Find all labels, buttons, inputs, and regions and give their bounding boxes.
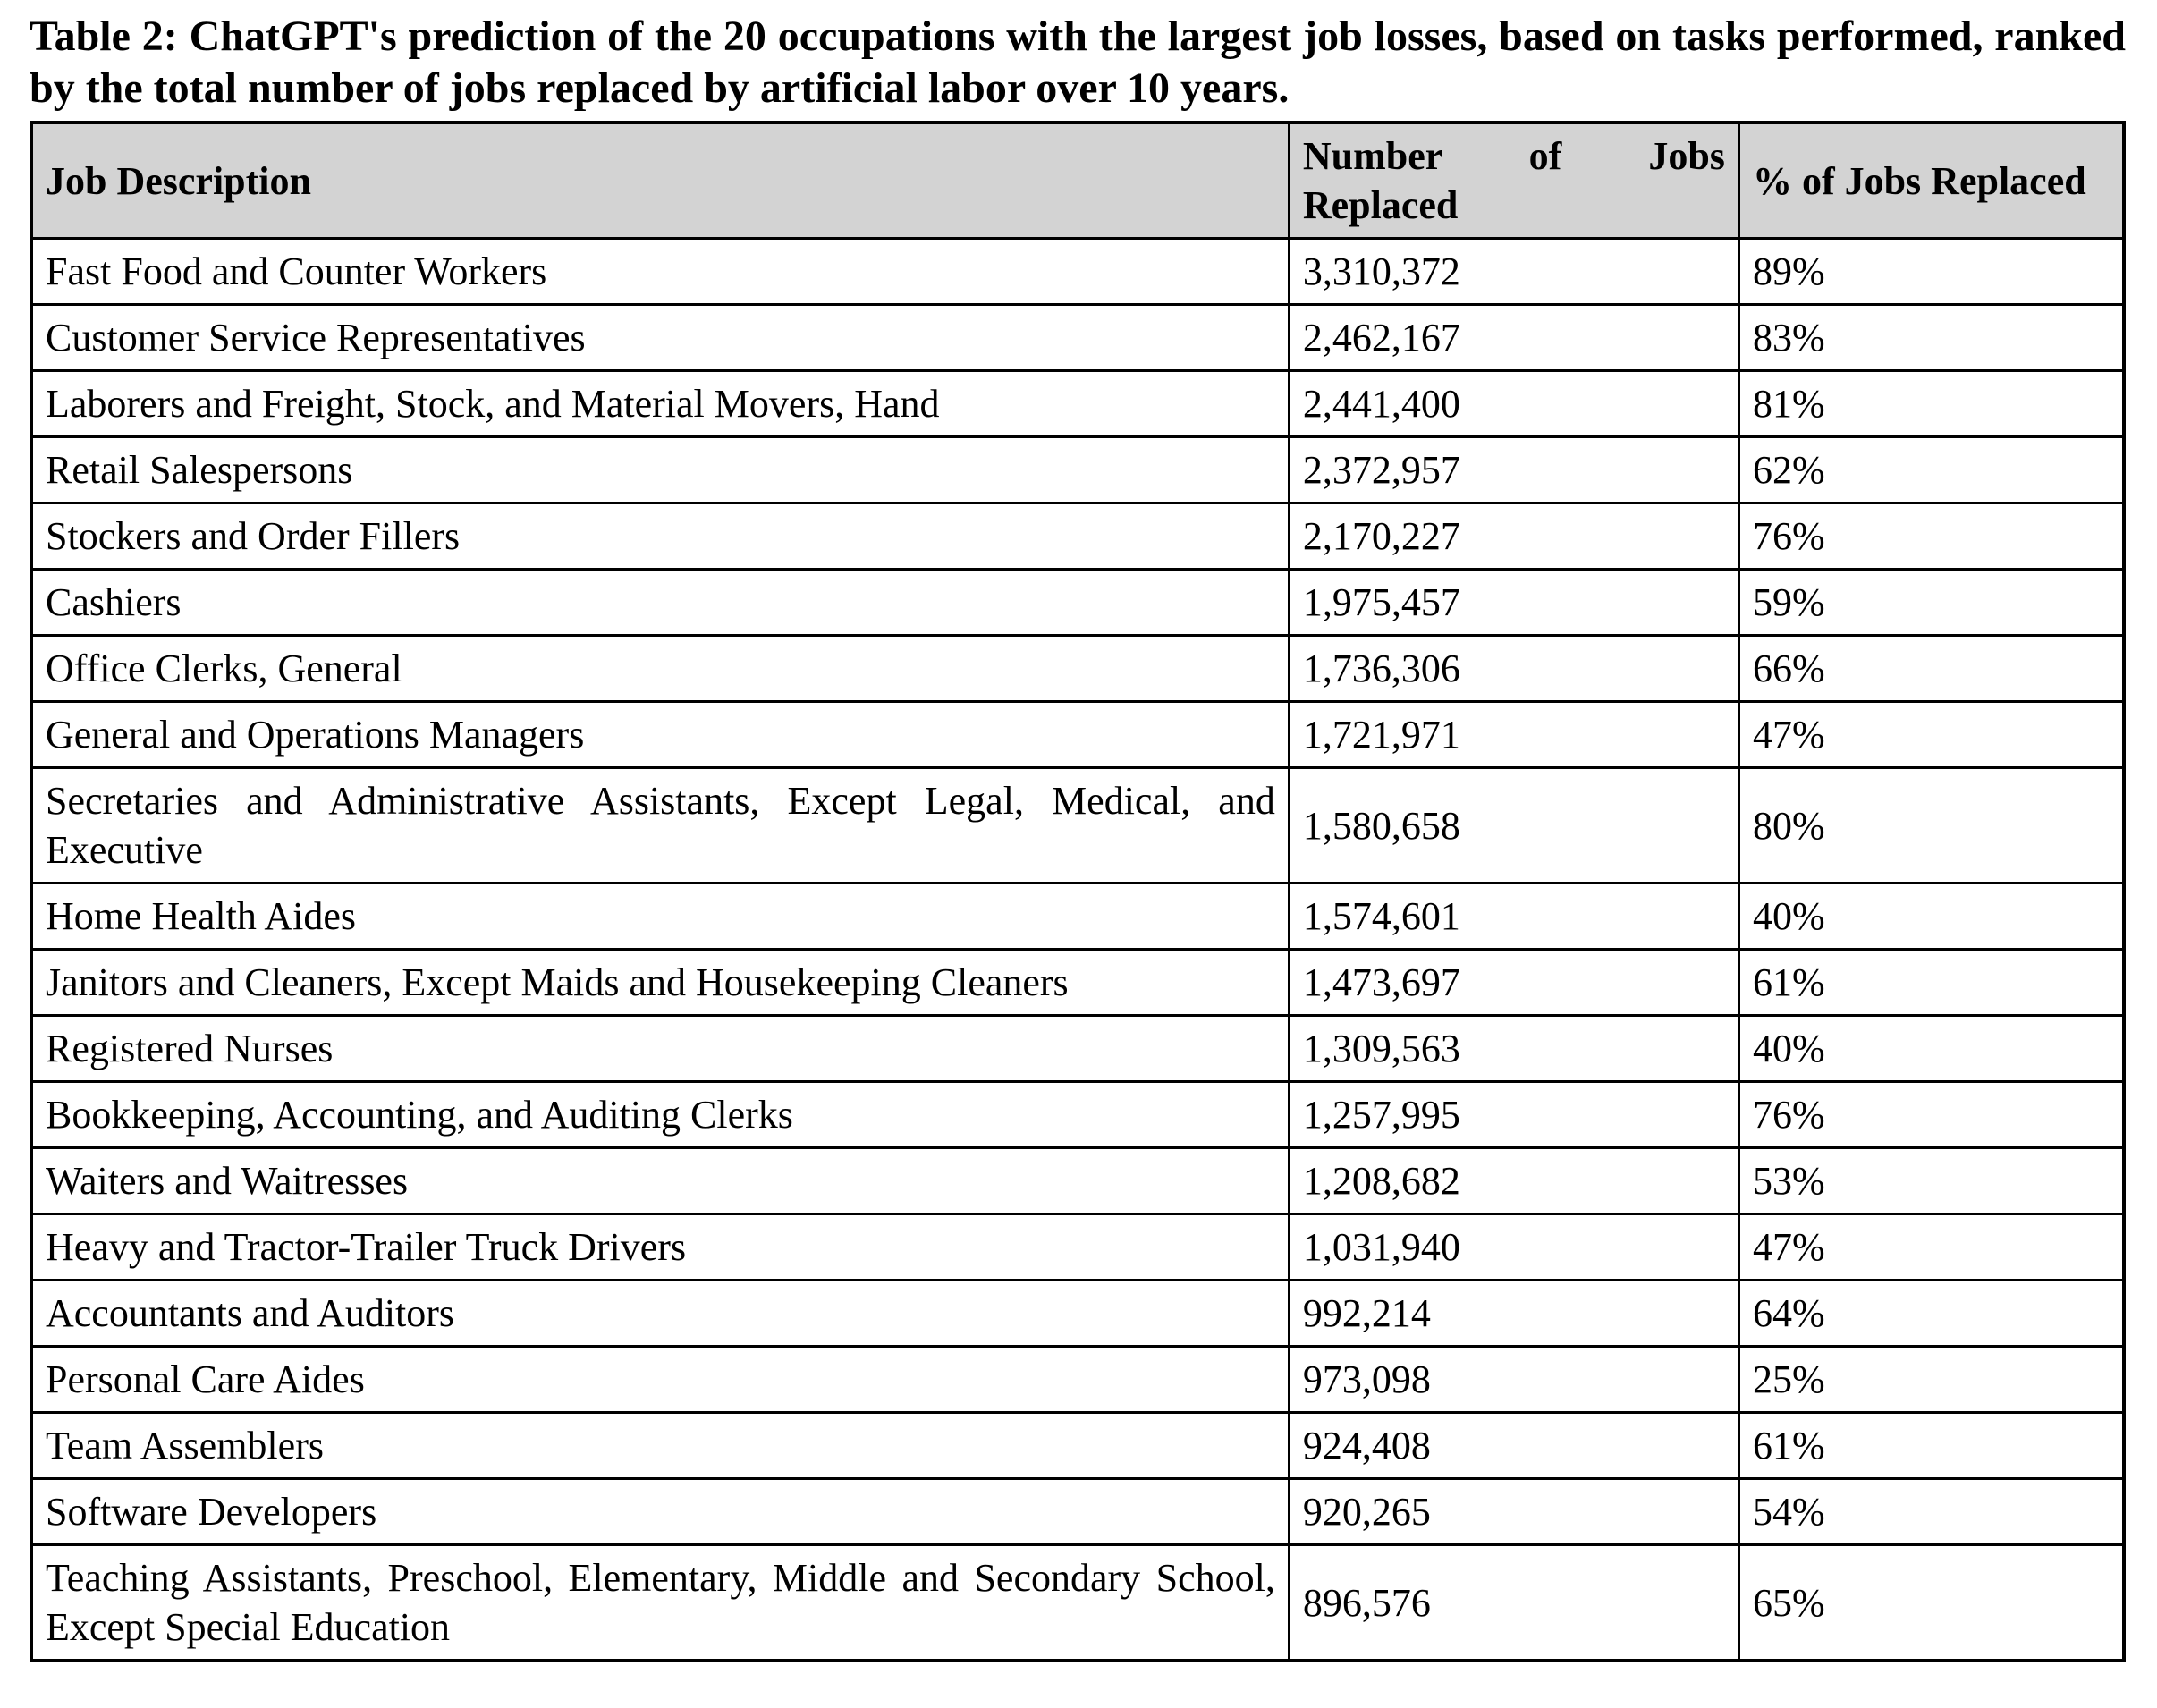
pct-replaced-cell: 40% — [1737, 882, 2126, 951]
pct-replaced-cell: 76% — [1737, 502, 2126, 571]
jobs-replaced-cell: 924,408 — [1287, 1411, 1740, 1481]
job-description-cell: Secretaries and Administrative Assistant… — [30, 766, 1290, 885]
pct-replaced-cell: 65% — [1737, 1543, 2126, 1662]
table-row: Retail Salespersons 2,372,957 62% — [30, 435, 2126, 505]
job-description-cell: General and Operations Managers — [30, 700, 1290, 770]
pct-replaced-cell: 61% — [1737, 1411, 2126, 1481]
pct-replaced-cell: 62% — [1737, 435, 2126, 505]
table-body: Fast Food and Counter Workers 3,310,372 … — [30, 237, 2126, 1662]
table-row: Personal Care Aides 973,098 25% — [30, 1345, 2126, 1415]
job-description-cell: Registered Nurses — [30, 1014, 1290, 1084]
job-description-cell: Personal Care Aides — [30, 1345, 1290, 1415]
header-number-of-jobs-replaced: Number of Jobs Replaced — [1287, 121, 1740, 241]
table-row: Teaching Assistants, Preschool, Elementa… — [30, 1543, 2126, 1662]
table-row: Office Clerks, General 1,736,306 66% — [30, 634, 2126, 704]
table-row: Stockers and Order Fillers 2,170,227 76% — [30, 502, 2126, 571]
job-description-cell: Office Clerks, General — [30, 634, 1290, 704]
table-header-row: Job Description Number of Jobs Replaced … — [30, 121, 2126, 241]
job-description-cell: Stockers and Order Fillers — [30, 502, 1290, 571]
table-row: Customer Service Representatives 2,462,1… — [30, 303, 2126, 373]
jobs-replaced-cell: 2,462,167 — [1287, 303, 1740, 373]
jobs-replaced-cell: 973,098 — [1287, 1345, 1740, 1415]
pct-replaced-cell: 59% — [1737, 568, 2126, 638]
job-description-cell: Accountants and Auditors — [30, 1279, 1290, 1349]
pct-replaced-cell: 81% — [1737, 369, 2126, 439]
pct-replaced-cell: 83% — [1737, 303, 2126, 373]
job-description-cell: Teaching Assistants, Preschool, Elementa… — [30, 1543, 1290, 1662]
pct-replaced-cell: 40% — [1737, 1014, 2126, 1084]
jobs-replaced-cell: 1,031,940 — [1287, 1213, 1740, 1282]
jobs-replaced-cell: 1,208,682 — [1287, 1146, 1740, 1216]
job-losses-table: Job Description Number of Jobs Replaced … — [30, 121, 2126, 1663]
table-row: Waiters and Waitresses 1,208,682 53% — [30, 1146, 2126, 1216]
pct-replaced-cell: 47% — [1737, 700, 2126, 770]
table-row: Registered Nurses 1,309,563 40% — [30, 1014, 2126, 1084]
jobs-replaced-cell: 1,580,658 — [1287, 766, 1740, 885]
pct-replaced-cell: 53% — [1737, 1146, 2126, 1216]
job-description-cell: Fast Food and Counter Workers — [30, 237, 1290, 307]
job-description-cell: Cashiers — [30, 568, 1290, 638]
table-row: Janitors and Cleaners, Except Maids and … — [30, 948, 2126, 1018]
table-row: Secretaries and Administrative Assistant… — [30, 766, 2126, 885]
job-description-cell: Heavy and Tractor-Trailer Truck Drivers — [30, 1213, 1290, 1282]
jobs-replaced-cell: 1,257,995 — [1287, 1080, 1740, 1150]
job-description-cell: Bookkeeping, Accounting, and Auditing Cl… — [30, 1080, 1290, 1150]
pct-replaced-cell: 47% — [1737, 1213, 2126, 1282]
table-row: Team Assemblers 924,408 61% — [30, 1411, 2126, 1481]
jobs-replaced-cell: 992,214 — [1287, 1279, 1740, 1349]
jobs-replaced-cell: 3,310,372 — [1287, 237, 1740, 307]
table-row: Cashiers 1,975,457 59% — [30, 568, 2126, 638]
table-row: General and Operations Managers 1,721,97… — [30, 700, 2126, 770]
jobs-replaced-cell: 2,441,400 — [1287, 369, 1740, 439]
pct-replaced-cell: 66% — [1737, 634, 2126, 704]
table-row: Software Developers 920,265 54% — [30, 1477, 2126, 1547]
jobs-replaced-cell: 1,473,697 — [1287, 948, 1740, 1018]
pct-replaced-cell: 80% — [1737, 766, 2126, 885]
document-page: Table 2: ChatGPT's prediction of the 20 … — [30, 11, 2126, 1663]
pct-replaced-cell: 64% — [1737, 1279, 2126, 1349]
table-row: Heavy and Tractor-Trailer Truck Drivers … — [30, 1213, 2126, 1282]
table-row: Accountants and Auditors 992,214 64% — [30, 1279, 2126, 1349]
jobs-replaced-cell: 2,372,957 — [1287, 435, 1740, 505]
pct-replaced-cell: 76% — [1737, 1080, 2126, 1150]
job-description-cell: Software Developers — [30, 1477, 1290, 1547]
jobs-replaced-cell: 1,309,563 — [1287, 1014, 1740, 1084]
job-description-cell: Home Health Aides — [30, 882, 1290, 951]
jobs-replaced-cell: 1,736,306 — [1287, 634, 1740, 704]
jobs-replaced-cell: 1,721,971 — [1287, 700, 1740, 770]
table-row: Bookkeeping, Accounting, and Auditing Cl… — [30, 1080, 2126, 1150]
jobs-replaced-cell: 2,170,227 — [1287, 502, 1740, 571]
header-job-description: Job Description — [30, 121, 1290, 241]
pct-replaced-cell: 89% — [1737, 237, 2126, 307]
pct-replaced-cell: 54% — [1737, 1477, 2126, 1547]
header-percent-of-jobs-replaced: % of Jobs Replaced — [1737, 121, 2126, 241]
job-description-cell: Retail Salespersons — [30, 435, 1290, 505]
table-row: Fast Food and Counter Workers 3,310,372 … — [30, 237, 2126, 307]
job-description-cell: Janitors and Cleaners, Except Maids and … — [30, 948, 1290, 1018]
jobs-replaced-cell: 896,576 — [1287, 1543, 1740, 1662]
job-description-cell: Customer Service Representatives — [30, 303, 1290, 373]
table-row: Home Health Aides 1,574,601 40% — [30, 882, 2126, 951]
job-description-cell: Waiters and Waitresses — [30, 1146, 1290, 1216]
pct-replaced-cell: 25% — [1737, 1345, 2126, 1415]
pct-replaced-cell: 61% — [1737, 948, 2126, 1018]
table-caption: Table 2: ChatGPT's prediction of the 20 … — [30, 13, 2126, 112]
jobs-replaced-cell: 1,574,601 — [1287, 882, 1740, 951]
job-description-cell: Laborers and Freight, Stock, and Materia… — [30, 369, 1290, 439]
jobs-replaced-cell: 920,265 — [1287, 1477, 1740, 1547]
jobs-replaced-cell: 1,975,457 — [1287, 568, 1740, 638]
table-row: Laborers and Freight, Stock, and Materia… — [30, 369, 2126, 439]
job-description-cell: Team Assemblers — [30, 1411, 1290, 1481]
